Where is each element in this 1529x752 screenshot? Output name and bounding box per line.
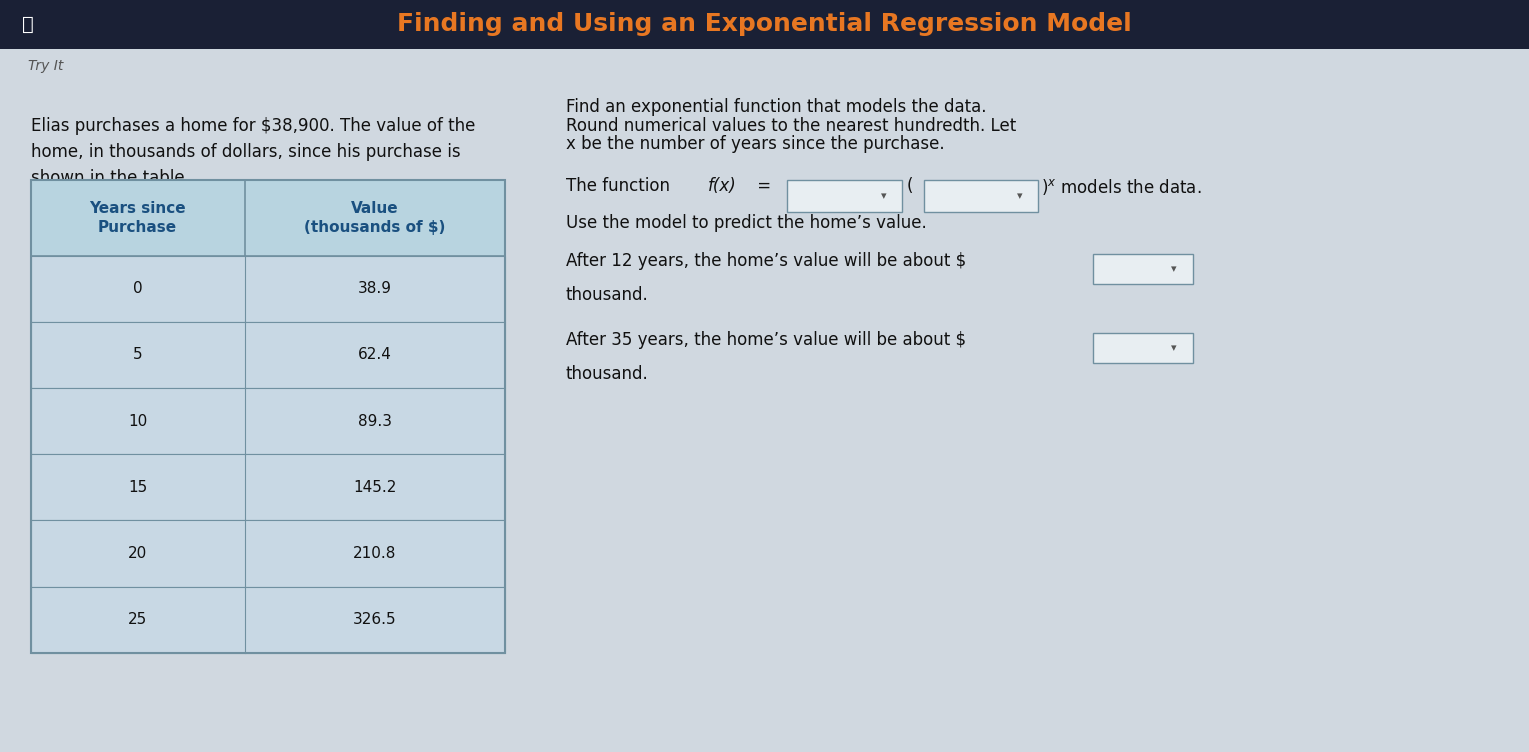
- Text: The function: The function: [566, 177, 674, 195]
- FancyBboxPatch shape: [1093, 333, 1193, 363]
- Text: ⮞: ⮞: [21, 14, 34, 34]
- FancyBboxPatch shape: [31, 322, 505, 388]
- Text: Finding and Using an Exponential Regression Model: Finding and Using an Exponential Regress…: [398, 12, 1131, 36]
- FancyBboxPatch shape: [31, 180, 505, 256]
- Text: 210.8: 210.8: [353, 546, 396, 561]
- Text: 38.9: 38.9: [358, 281, 391, 296]
- Text: 5: 5: [133, 347, 142, 362]
- Text: ▾: ▾: [1171, 264, 1177, 274]
- FancyBboxPatch shape: [31, 388, 505, 454]
- Text: Try It: Try It: [28, 59, 63, 73]
- Text: )$^x$ models the data.: )$^x$ models the data.: [1041, 177, 1202, 197]
- Text: 0: 0: [133, 281, 142, 296]
- FancyBboxPatch shape: [924, 180, 1038, 212]
- Text: Find an exponential function that models the data.: Find an exponential function that models…: [566, 98, 986, 116]
- Text: (: (: [907, 177, 913, 195]
- FancyBboxPatch shape: [31, 520, 505, 587]
- Text: ▾: ▾: [1171, 343, 1177, 353]
- Text: 89.3: 89.3: [358, 414, 391, 429]
- Text: Elias purchases a home for $38,900. The value of the
home, in thousands of dolla: Elias purchases a home for $38,900. The …: [31, 117, 476, 187]
- Text: 25: 25: [128, 612, 147, 627]
- Text: ▾: ▾: [881, 191, 887, 202]
- Text: x be the number of years since the purchase.: x be the number of years since the purch…: [566, 135, 945, 153]
- FancyBboxPatch shape: [1093, 254, 1193, 284]
- FancyBboxPatch shape: [31, 454, 505, 520]
- Text: Years since
Purchase: Years since Purchase: [89, 201, 187, 235]
- FancyBboxPatch shape: [31, 587, 505, 653]
- FancyBboxPatch shape: [31, 256, 505, 322]
- Text: After 12 years, the home’s value will be about $: After 12 years, the home’s value will be…: [566, 252, 966, 270]
- Text: Value
(thousands of $): Value (thousands of $): [304, 201, 445, 235]
- Text: 62.4: 62.4: [358, 347, 391, 362]
- Text: After 35 years, the home’s value will be about $: After 35 years, the home’s value will be…: [566, 331, 966, 349]
- Text: Use the model to predict the home’s value.: Use the model to predict the home’s valu…: [566, 214, 927, 232]
- Text: Round numerical values to the nearest hundredth. Let: Round numerical values to the nearest hu…: [566, 117, 1015, 135]
- Text: ▾: ▾: [1017, 191, 1023, 202]
- Text: =: =: [752, 177, 772, 195]
- Text: 145.2: 145.2: [353, 480, 396, 495]
- Text: 15: 15: [128, 480, 147, 495]
- Text: thousand.: thousand.: [566, 286, 648, 304]
- Text: 20: 20: [128, 546, 147, 561]
- Text: f(x): f(x): [708, 177, 737, 195]
- Text: thousand.: thousand.: [566, 365, 648, 383]
- FancyBboxPatch shape: [787, 180, 902, 212]
- FancyBboxPatch shape: [0, 0, 1529, 49]
- Text: 326.5: 326.5: [353, 612, 396, 627]
- Text: 10: 10: [128, 414, 147, 429]
